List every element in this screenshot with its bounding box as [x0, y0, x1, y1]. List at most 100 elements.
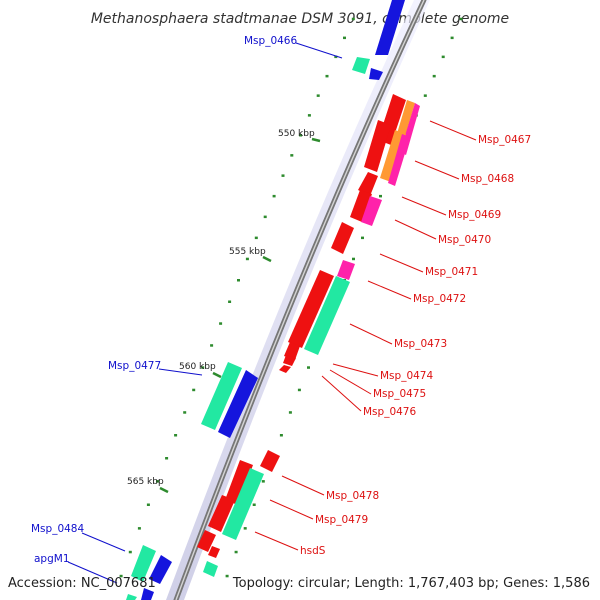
gene-arrow[interactable] — [225, 460, 253, 505]
gene-labels-left: Msp_0466 Msp_0477 Msp_0484 apgM1 — [31, 35, 343, 584]
scale-dot — [156, 480, 159, 483]
scale-dot — [423, 94, 427, 97]
gene-label[interactable]: Msp_0466 — [244, 35, 297, 47]
gene-label[interactable]: Msp_0474 — [380, 370, 433, 382]
scale-dot — [261, 480, 265, 483]
gene-arrow[interactable] — [364, 120, 391, 172]
gene-arrow[interactable] — [375, 0, 405, 55]
scale-dot — [234, 550, 238, 554]
kbp-label: 565 kbp — [127, 477, 164, 487]
scale-dot — [432, 74, 436, 78]
scale-dot — [263, 215, 267, 219]
accession-label: Accession: NC_007681 — [8, 576, 156, 591]
gene-arrow[interactable] — [288, 270, 334, 348]
scale-dot — [174, 434, 178, 437]
gene-arrow[interactable] — [284, 342, 300, 360]
gene-arrow[interactable] — [208, 495, 235, 532]
gene-arrow[interactable] — [388, 134, 410, 186]
scale-dot — [297, 388, 301, 392]
scale-dot — [379, 194, 382, 198]
scale-dot — [192, 388, 196, 392]
scale-dot — [299, 134, 303, 137]
kbp-labels: 550 kbp 555 kbp 560 kbp 565 kbp — [127, 129, 321, 494]
gene-arrow[interactable] — [203, 561, 218, 577]
scale-dot — [343, 36, 346, 40]
gene-label[interactable]: Msp_0469 — [448, 209, 501, 221]
scale-dot — [254, 236, 258, 240]
gene-features — [126, 0, 420, 600]
scale-dot — [252, 503, 256, 506]
scale-dot — [351, 17, 355, 21]
scale-dot — [288, 411, 292, 414]
gene-arrow[interactable] — [131, 545, 156, 582]
gene-arrow[interactable] — [361, 196, 382, 226]
scale-dot — [290, 154, 294, 157]
kbp-label: 550 kbp — [278, 129, 315, 139]
scale-dot — [210, 344, 214, 347]
scale-dot — [272, 194, 276, 198]
gene-label[interactable]: hsdS — [300, 545, 326, 557]
scale-dot — [281, 174, 285, 177]
gene-label[interactable]: Msp_0478 — [326, 490, 379, 502]
gene-arrow[interactable] — [222, 468, 264, 540]
gene-arrow[interactable] — [126, 594, 137, 600]
gene-arrow[interactable] — [331, 222, 354, 254]
gene-arrow[interactable] — [141, 588, 154, 600]
scale-dot — [361, 236, 364, 240]
scale-dot — [128, 550, 132, 554]
gene-label[interactable]: Msp_0479 — [315, 514, 368, 526]
scale-dot — [307, 114, 311, 117]
gene-arrow[interactable] — [350, 190, 372, 222]
gene-label[interactable]: Msp_0471 — [425, 266, 478, 278]
scale-dot — [225, 574, 229, 578]
gene-label[interactable]: Msp_0472 — [413, 293, 466, 305]
scale-dot — [237, 279, 240, 282]
gene-arrow[interactable] — [337, 260, 355, 280]
scale-dot — [459, 17, 463, 21]
scale-dot — [334, 55, 338, 59]
scale-dot — [450, 36, 454, 40]
gene-label[interactable]: Msp_0475 — [373, 388, 426, 400]
scale-dot — [352, 257, 355, 261]
map-title: Methanosphaera stadtmanae DSM 3091, comp… — [91, 11, 509, 27]
scale-dot — [307, 366, 310, 369]
scale-dot — [119, 574, 123, 578]
scale-dot — [146, 503, 150, 506]
scale-dot — [325, 74, 329, 78]
gene-label[interactable]: Msp_0468 — [461, 173, 514, 185]
scale-dot — [165, 457, 169, 460]
scale-dot — [228, 300, 232, 303]
gene-arrow[interactable] — [279, 365, 291, 373]
scale-dot — [201, 366, 205, 369]
gene-arrow[interactable] — [208, 546, 220, 558]
gene-arrow[interactable] — [218, 370, 258, 438]
gene-label[interactable]: Msp_0473 — [394, 338, 447, 350]
scale-dot — [183, 411, 187, 414]
gene-arrow[interactable] — [149, 555, 172, 584]
gene-arrow[interactable] — [201, 362, 242, 430]
scale-dot — [219, 322, 223, 325]
gene-arrow[interactable] — [304, 276, 350, 355]
gene-label[interactable]: Msp_0467 — [478, 134, 531, 146]
gene-arrow[interactable] — [352, 57, 370, 74]
gene-arrow[interactable] — [358, 172, 378, 196]
kbp-label: 560 kbp — [179, 362, 216, 372]
scale-dot — [279, 434, 283, 437]
scale-dot — [137, 527, 141, 530]
gene-arrow[interactable] — [260, 450, 280, 472]
scale-dot — [316, 94, 320, 97]
gene-label[interactable]: Msp_0476 — [363, 406, 416, 418]
gene-labels-right: Msp_0467 Msp_0468 Msp_0469 Msp_0470 Msp_… — [254, 120, 531, 557]
gene-label[interactable]: Msp_0484 — [31, 523, 84, 535]
scale-dot — [245, 257, 249, 261]
gene-label[interactable]: Msp_0470 — [438, 234, 491, 246]
scale-dot — [243, 527, 247, 530]
topology-label: Topology: circular; Length: 1,767,403 bp… — [232, 576, 590, 591]
gene-label[interactable]: Msp_0477 — [108, 360, 161, 372]
gene-arrow[interactable] — [369, 68, 383, 80]
gene-arrow[interactable] — [197, 530, 216, 552]
gene-label[interactable]: apgM1 — [34, 553, 70, 565]
gene-arrow[interactable] — [283, 355, 296, 366]
